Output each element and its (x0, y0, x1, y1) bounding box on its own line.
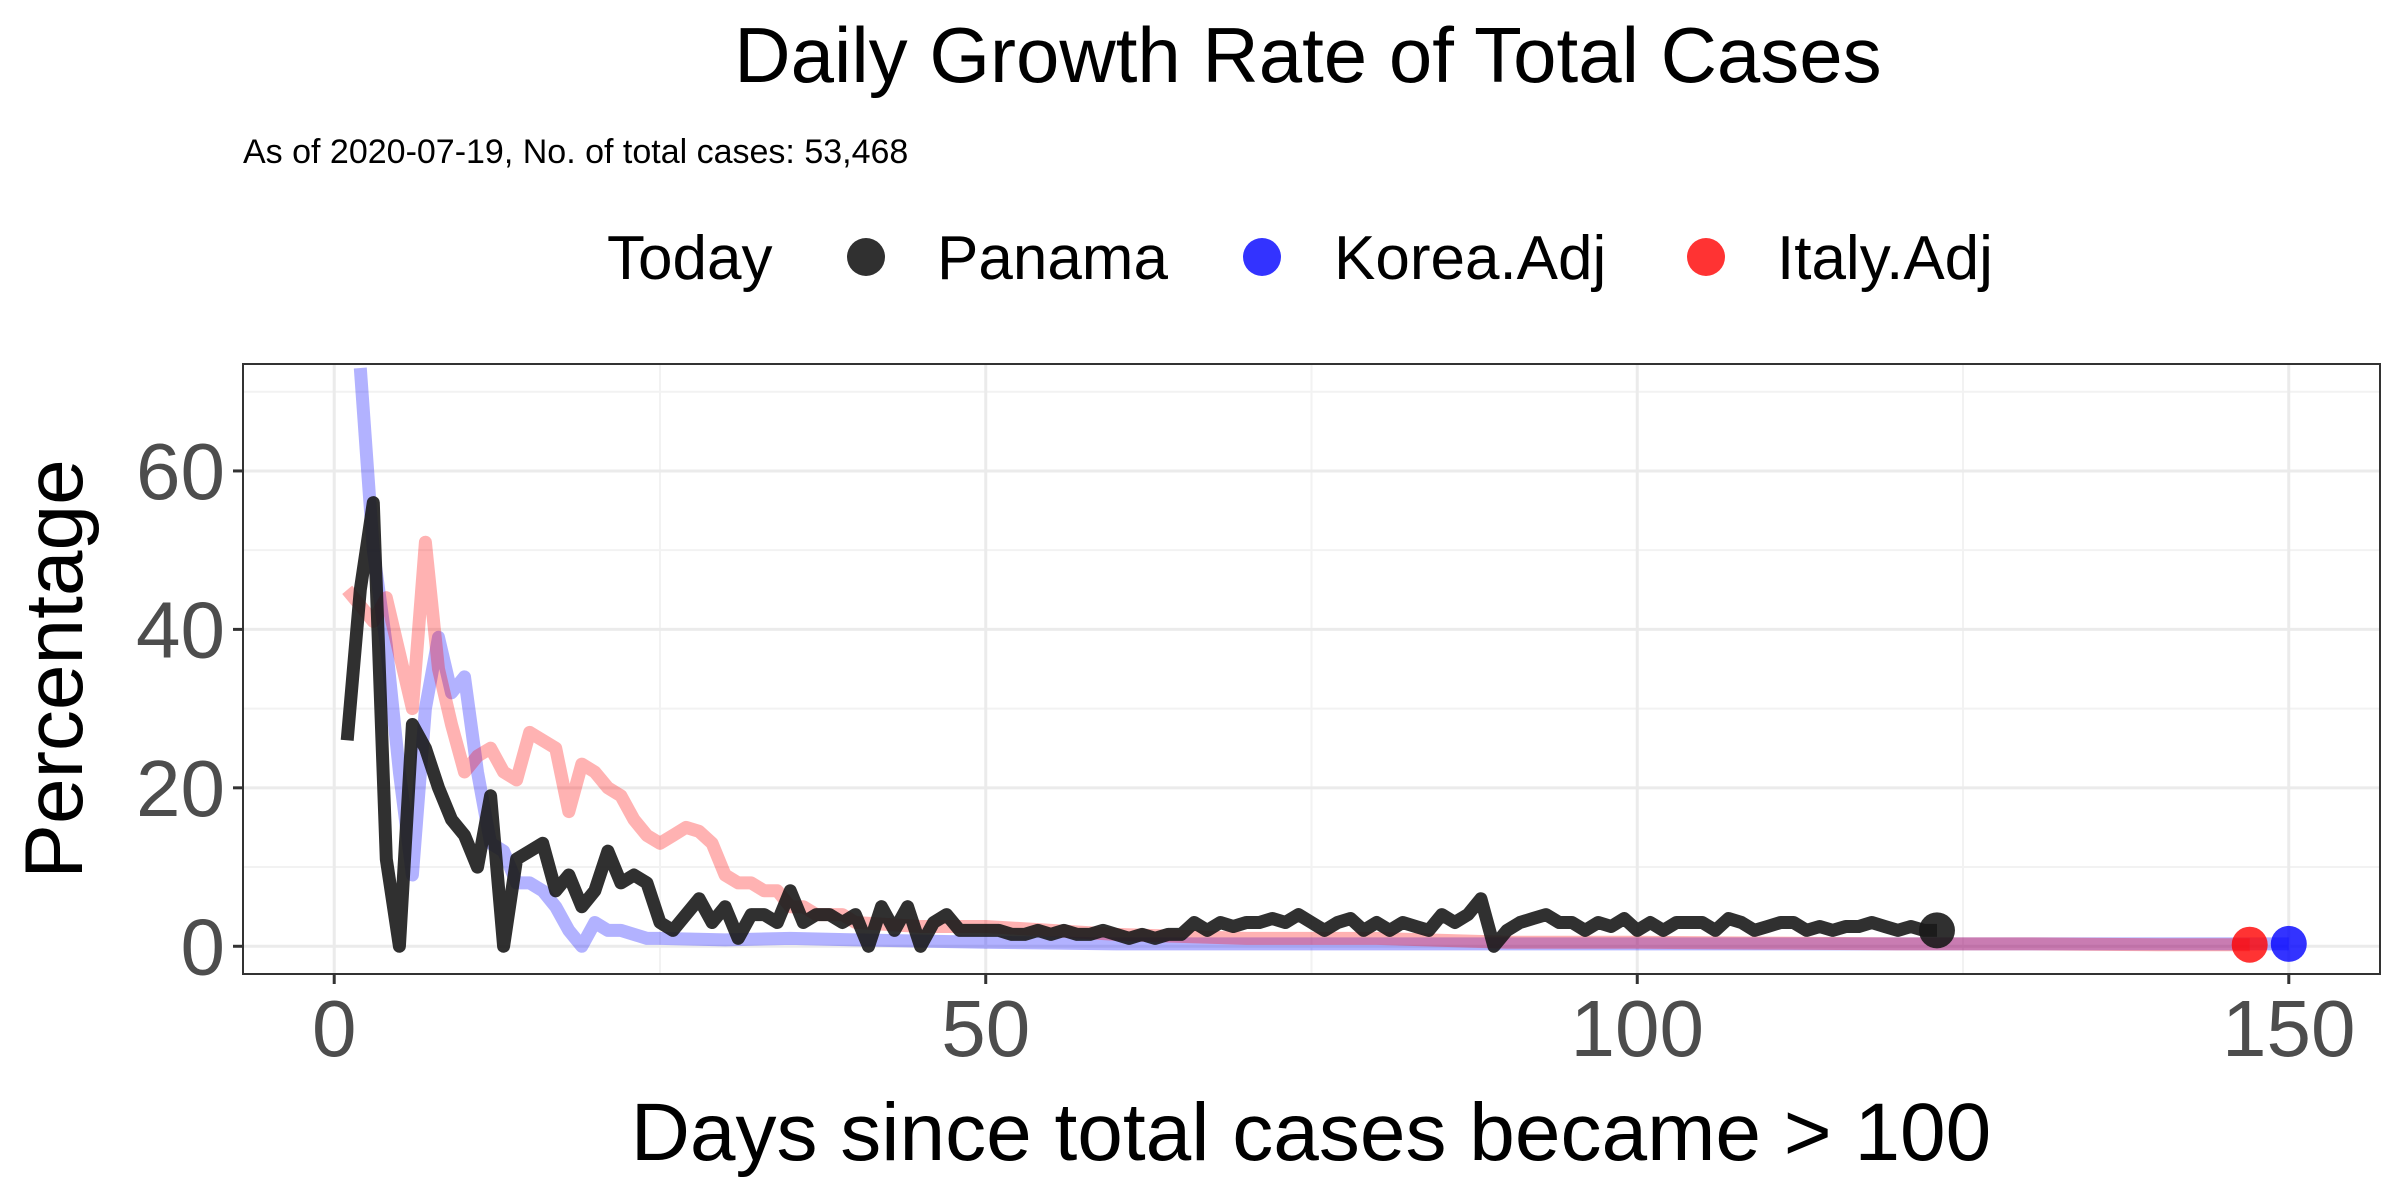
legend-key-panama (847, 238, 885, 276)
y-axis-title: Percentage (9, 459, 100, 878)
x-axis-title: Days since total cases became > 100 (631, 1087, 1992, 1178)
x-tick-label: 50 (941, 984, 1030, 1073)
y-tick-label: 0 (181, 902, 226, 991)
legend-key-korea (1243, 238, 1281, 276)
x-tick-label: 0 (312, 984, 357, 1073)
y-axis: 0 20 40 60 (136, 427, 243, 991)
legend-label-korea: Korea.Adj (1334, 224, 1606, 293)
today-point-panama (1918, 912, 1955, 949)
grid (243, 364, 2380, 974)
legend-key-italy (1687, 238, 1725, 276)
x-axis: 0 50 100 150 (312, 974, 2356, 1073)
legend-title: Today (607, 224, 772, 293)
plot-area (340, 367, 2289, 953)
x-tick-label: 100 (1571, 984, 1704, 1073)
series-line-italy-adj (342, 535, 2250, 952)
x-tick-label: 150 (2222, 984, 2355, 1073)
y-tick-label: 60 (136, 427, 225, 516)
chart-subtitle: As of 2020-07-19, No. of total cases: 53… (243, 133, 908, 171)
today-point-italy-adj (2231, 926, 2268, 963)
today-point-korea-adj (2270, 925, 2307, 962)
y-tick-label: 40 (136, 585, 225, 674)
plot-panel (242, 363, 2381, 975)
series-layer (340, 367, 2307, 963)
legend-label-panama: Panama (937, 224, 1168, 293)
series-line-panama (340, 496, 1937, 953)
legend-label-italy: Italy.Adj (1777, 224, 1993, 293)
y-tick-label: 20 (136, 744, 225, 833)
legend: Today Panama Korea.Adj Italy.Adj (607, 224, 1993, 293)
chart-title: Daily Growth Rate of Total Cases (734, 11, 1881, 99)
series-line-korea-adj (353, 367, 2289, 953)
